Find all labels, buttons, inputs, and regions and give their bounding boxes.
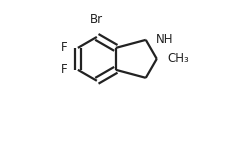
Text: F: F: [60, 63, 67, 76]
Text: NH: NH: [155, 33, 172, 46]
Text: CH₃: CH₃: [167, 52, 188, 65]
Text: Br: Br: [90, 13, 103, 26]
Text: F: F: [60, 41, 67, 54]
